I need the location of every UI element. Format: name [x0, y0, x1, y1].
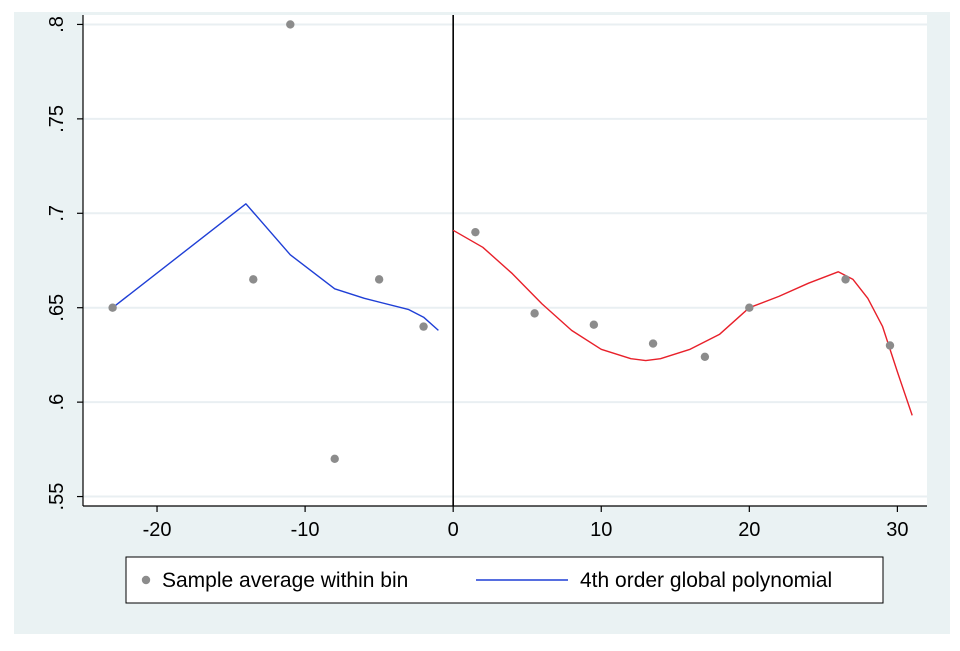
x-tick-label: -20: [143, 519, 172, 541]
axes: .55 .6 .65 .7 .75 .8 -20 -10 0 10 20 30: [46, 15, 927, 541]
x-tick-label: -10: [291, 519, 320, 541]
x-tick-label: 20: [738, 519, 760, 541]
scatter-point: [648, 339, 658, 348]
y-tick-label: .65: [46, 294, 68, 322]
legend: Sample average within bin 4th order globa…: [125, 556, 884, 604]
scatter-point: [108, 303, 117, 312]
y-tick-label: .55: [46, 483, 68, 511]
scatter-point: [700, 352, 710, 362]
legend-key-marker: [141, 575, 151, 585]
legend-label: 4th order global polynomial: [580, 569, 832, 592]
fit-line: [112, 203, 439, 331]
scatter-point: [330, 454, 339, 463]
x-tick-label: 30: [886, 519, 908, 541]
scatter-point: [589, 320, 599, 329]
scatter-point: [530, 309, 539, 318]
fit-line: [452, 229, 913, 416]
plot-area: [83, 15, 927, 506]
x-tick-label: 10: [590, 519, 612, 541]
scatter-point: [471, 227, 480, 237]
series: [108, 20, 913, 463]
y-tick-label: .7: [46, 205, 68, 222]
grid-lines: [83, 23, 927, 498]
scatter-point: [885, 341, 895, 350]
scatter-point: [249, 275, 258, 284]
scatter-point: [841, 275, 850, 284]
scatter-point: [745, 303, 754, 312]
x-tick-label: 0: [448, 519, 459, 541]
scatter-point: [374, 275, 384, 284]
y-tick-label: .6: [46, 394, 68, 411]
scatter-point: [419, 322, 428, 331]
scatter-point: [286, 20, 295, 29]
y-tick-label: .75: [46, 105, 68, 133]
y-tick-label: .8: [46, 16, 68, 33]
legend-label: Sample average within bin: [162, 569, 408, 592]
